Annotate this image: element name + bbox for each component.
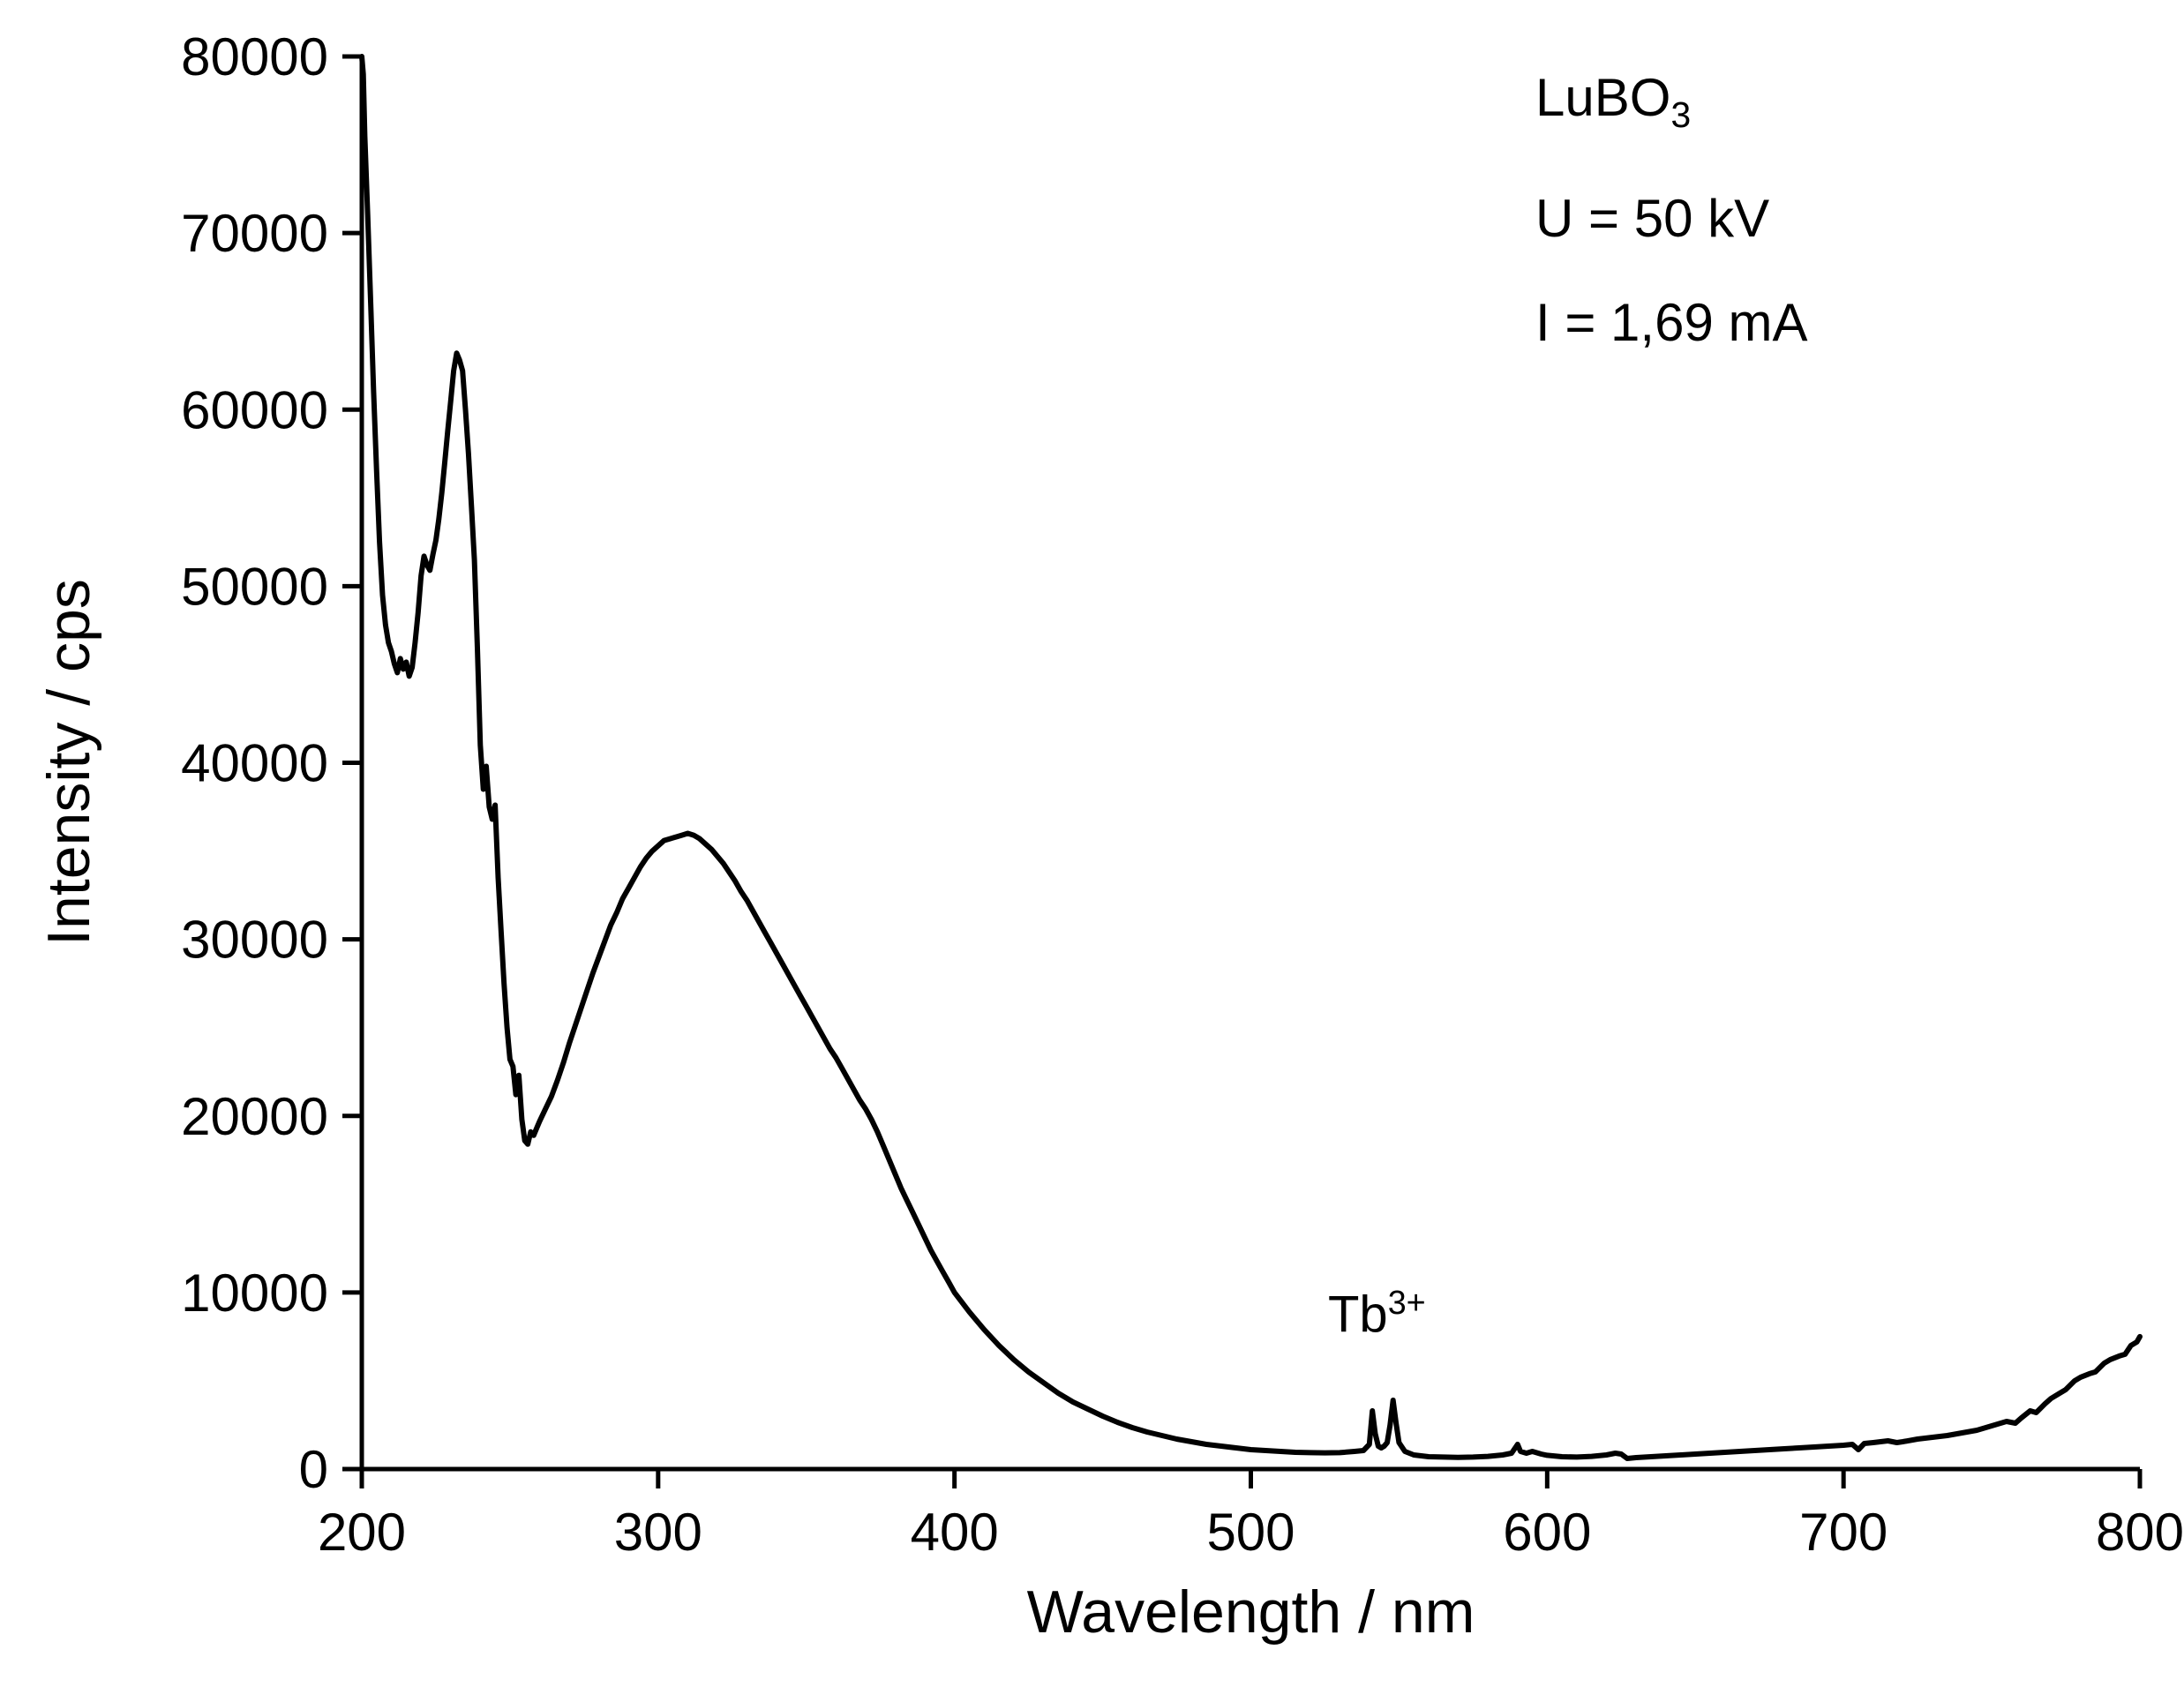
y-tick-label: 30000 [181,911,328,970]
x-tick-label: 700 [1799,1503,1888,1562]
x-tick-label: 300 [614,1503,702,1562]
current-annotation: I = 1,69 mA [1535,293,1808,352]
y-tick-label: 60000 [181,380,328,439]
y-tick-label: 50000 [181,557,328,616]
voltage-annotation: U = 50 kV [1535,189,1770,248]
x-tick-label: 400 [911,1503,999,1562]
sample-annotation: LuBO3 U = 50 kV I = 1,69 mA [1535,46,1808,375]
x-tick-label: 500 [1206,1503,1295,1562]
tb-peak-label: Tb3+ [1328,1284,1426,1344]
y-tick-label: 80000 [181,27,328,86]
y-tick-label: 70000 [181,204,328,263]
sample-formula: LuBO3 [1535,68,1692,135]
y-axis-title: Intensity / cps [35,579,102,946]
x-tick-label: 600 [1503,1503,1591,1562]
y-tick-label: 40000 [181,734,328,793]
spectrum-curve [359,54,2143,1461]
y-tick-label: 20000 [181,1087,328,1146]
x-axis-title: Wavelength / nm [1026,1578,1475,1646]
y-tick-label: 10000 [181,1263,328,1323]
y-tick-label: 0 [299,1440,328,1499]
x-tick-label: 800 [2096,1503,2184,1562]
x-tick-label: 200 [318,1503,406,1562]
